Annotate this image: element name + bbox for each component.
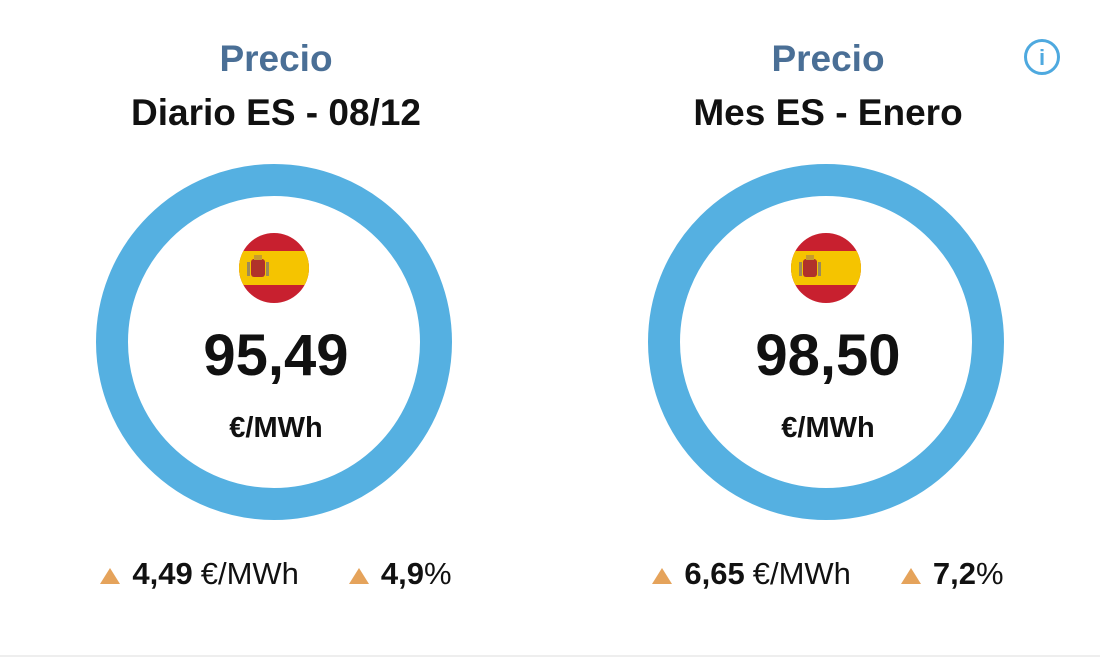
- changes: 6,65 €/MWh 7,2%: [552, 556, 1100, 592]
- card-subtitle: Mes ES - Enero: [693, 92, 963, 133]
- up-arrow: [348, 568, 369, 584]
- change-percent: 4,9: [380, 556, 425, 591]
- percent-change: 4,9%: [348, 556, 452, 592]
- card-title: Precio: [771, 38, 885, 79]
- spain-flag: [791, 233, 861, 303]
- card-title: Precio: [219, 38, 333, 79]
- change-unit: €/MWh: [200, 556, 299, 591]
- percent-change: 7,2%: [900, 556, 1004, 592]
- change-amount: 6,65: [684, 556, 745, 591]
- price-card: Precio Mes ES - Enero 98,50 €/MWh 6,65 €…: [552, 0, 1100, 656]
- change-percent: 7,2: [932, 556, 977, 591]
- up-arrow: [652, 568, 673, 584]
- change-amount: 4,49: [132, 556, 193, 591]
- info-icon[interactable]: i: [1039, 45, 1045, 70]
- price-unit: €/MWh: [229, 412, 323, 444]
- change-unit: €/MWh: [752, 556, 851, 591]
- price-value: 98,50: [755, 323, 901, 388]
- info-button[interactable]: i: [1023, 38, 1061, 76]
- price-ring: [648, 164, 1004, 520]
- changes: 4,49 €/MWh 4,9%: [0, 556, 552, 592]
- card-subtitle: Diario ES - 08/12: [131, 92, 421, 133]
- up-arrow: [100, 568, 121, 584]
- amount-change: 4,49 €/MWh: [100, 556, 299, 592]
- price-value: 95,49: [203, 323, 349, 388]
- percent-unit: %: [976, 556, 1004, 591]
- price-ring: [96, 164, 452, 520]
- divider: [0, 655, 1100, 657]
- percent-unit: %: [424, 556, 452, 591]
- up-arrow: [900, 568, 921, 584]
- spain-flag: [239, 233, 309, 303]
- price-unit: €/MWh: [781, 412, 875, 444]
- amount-change: 6,65 €/MWh: [652, 556, 851, 592]
- price-card: Precio Diario ES - 08/12 95,49 €/MWh 4,4…: [0, 38, 552, 592]
